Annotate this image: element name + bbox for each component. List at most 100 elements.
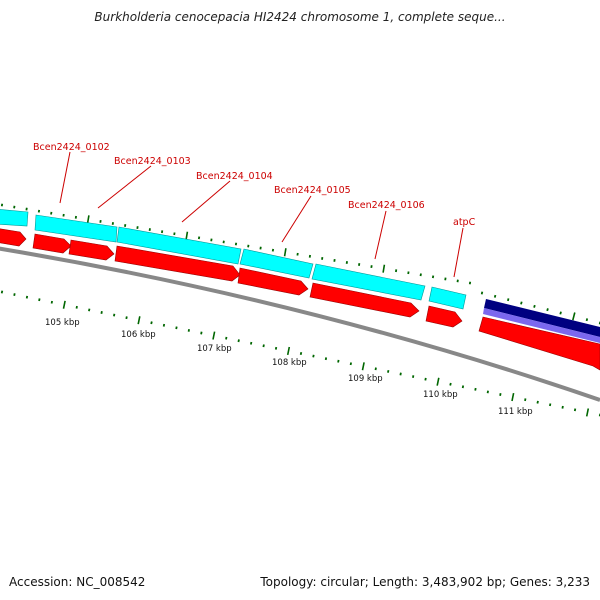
outer-tick-35 [431, 275, 435, 279]
feature-bar-6 [428, 286, 467, 310]
inner-tick-32 [399, 372, 402, 376]
inner-tick-31 [387, 369, 390, 373]
backbone-arc [0, 246, 600, 402]
inner-tick-10 [125, 316, 128, 320]
kbp-label-106: 106 kbp [121, 330, 156, 340]
inner-tick-12 [150, 321, 153, 325]
inner-tick-17 [212, 331, 216, 340]
inner-tick-41 [511, 392, 515, 402]
gene-label-atpc: atpC [453, 217, 476, 228]
outer-tick-29 [358, 263, 361, 266]
outer-tick-right-1 [493, 294, 497, 298]
outer-tick-31 [382, 264, 386, 273]
outer-tick-right-5 [546, 308, 549, 312]
inner-tick-34 [424, 377, 427, 381]
outer-tick-right-3 [520, 301, 523, 305]
accession-text: Accession: NC_008542 [9, 575, 146, 589]
inner-tick-4 [50, 300, 53, 304]
outer-tick-7 [86, 215, 90, 224]
outer-tick-9 [111, 222, 114, 225]
inner-tick-14 [175, 326, 178, 330]
inner-tick-27 [337, 359, 340, 363]
inner-tick-29 [361, 362, 365, 371]
inner-tick-37 [461, 385, 465, 389]
feature-arrow-7 [425, 305, 463, 328]
outer-tick-23 [283, 248, 287, 257]
kbp-label-109: 109 kbp [348, 374, 383, 384]
gene-label-bcen2424-0103: Bcen2424_0103 [114, 156, 191, 167]
label-leaders [59, 151, 464, 278]
cyan-feature-track [0, 209, 467, 310]
kbp-label-110: 110 kbp [423, 390, 458, 400]
inner-tick-45 [561, 405, 564, 409]
inner-tick-35 [436, 377, 440, 386]
feature-bar-2 [34, 214, 118, 243]
kbp-label-111: 111 kbp [498, 407, 533, 417]
inner-tick-33 [412, 375, 415, 378]
outer-tick-right-6 [559, 311, 562, 315]
feature-arrow-4 [114, 245, 241, 282]
inner-tick-26 [324, 357, 328, 361]
rna-feature [483, 299, 600, 343]
inner-tick-11 [137, 316, 141, 325]
feature-arrow-2 [32, 233, 72, 254]
kbp-label-105: 105 kbp [45, 318, 80, 328]
inner-tick-24 [299, 351, 303, 356]
outer-tick-right-8 [585, 318, 589, 322]
inner-tick-21 [262, 344, 265, 348]
inner-tick-8 [100, 311, 103, 314]
outer-tick-right-0 [480, 291, 484, 295]
inner-tick-42 [524, 398, 527, 402]
gene-labels: Bcen2424_0102 Bcen2424_0103 Bcen2424_010… [33, 142, 476, 228]
feature-arrow-3 [68, 239, 115, 261]
outer-tick-10 [124, 224, 127, 227]
inner-tick-5 [62, 300, 66, 309]
outer-tick-4 [50, 211, 53, 215]
feature-arrow-6 [309, 282, 420, 318]
feature-arrow-1 [0, 228, 27, 247]
inner-tick-19 [237, 339, 240, 343]
inner-tick-7 [88, 308, 91, 312]
inner-tick-40 [499, 393, 502, 396]
inner-tick-9 [113, 313, 116, 317]
inner-tick-25 [312, 354, 315, 358]
inner-tick-46 [573, 408, 577, 412]
feature-bar-4 [239, 248, 314, 279]
inner-tick-0 [0, 290, 4, 294]
outer-tick-15 [185, 231, 189, 240]
inner-tick-2 [25, 295, 29, 299]
outer-tick-right-7 [572, 312, 576, 321]
kbp-labels: 105 kbp 106 kbp 107 kbp 108 kbp 109 kbp … [45, 318, 533, 417]
kbp-label-107: 107 kbp [197, 344, 232, 354]
inner-tick-30 [374, 367, 377, 371]
inner-tick-20 [250, 341, 253, 345]
outer-tick-right-2 [507, 298, 510, 302]
inner-tick-13 [162, 323, 166, 327]
outer-tick-16 [197, 236, 201, 240]
genome-summary-text: Topology: circular; Length: 3,483,902 bp… [260, 575, 590, 589]
inner-tick-3 [38, 298, 41, 302]
gene-label-bcen2424-0102: Bcen2424_0102 [33, 142, 110, 153]
inner-tick-47 [585, 408, 590, 417]
feature-bar-3 [116, 226, 242, 265]
rna-feature-light [483, 308, 600, 343]
inner-tick-16 [200, 331, 203, 335]
inner-tick-23 [286, 346, 291, 356]
feature-arrow-5 [237, 267, 309, 296]
inner-tick-44 [549, 403, 552, 407]
gene-label-bcen2424-0105: Bcen2424_0105 [274, 185, 351, 196]
gene-label-bcen2424-0106: Bcen2424_0106 [348, 200, 425, 211]
kbp-label-108: 108 kbp [272, 358, 307, 368]
inner-tick-6 [75, 305, 78, 309]
inner-tick-39 [486, 390, 489, 394]
outer-tick-right-4 [533, 304, 536, 308]
inner-tick-1 [13, 293, 16, 296]
outer-tick-34 [419, 273, 422, 277]
feature-bar-1 [0, 209, 29, 227]
outer-tick-28 [345, 261, 348, 264]
inner-tick-15 [187, 329, 190, 332]
gene-label-bcen2424-0104: Bcen2424_0104 [196, 171, 273, 182]
red-feature-track [0, 228, 600, 371]
feature-bar-5 [311, 263, 426, 301]
